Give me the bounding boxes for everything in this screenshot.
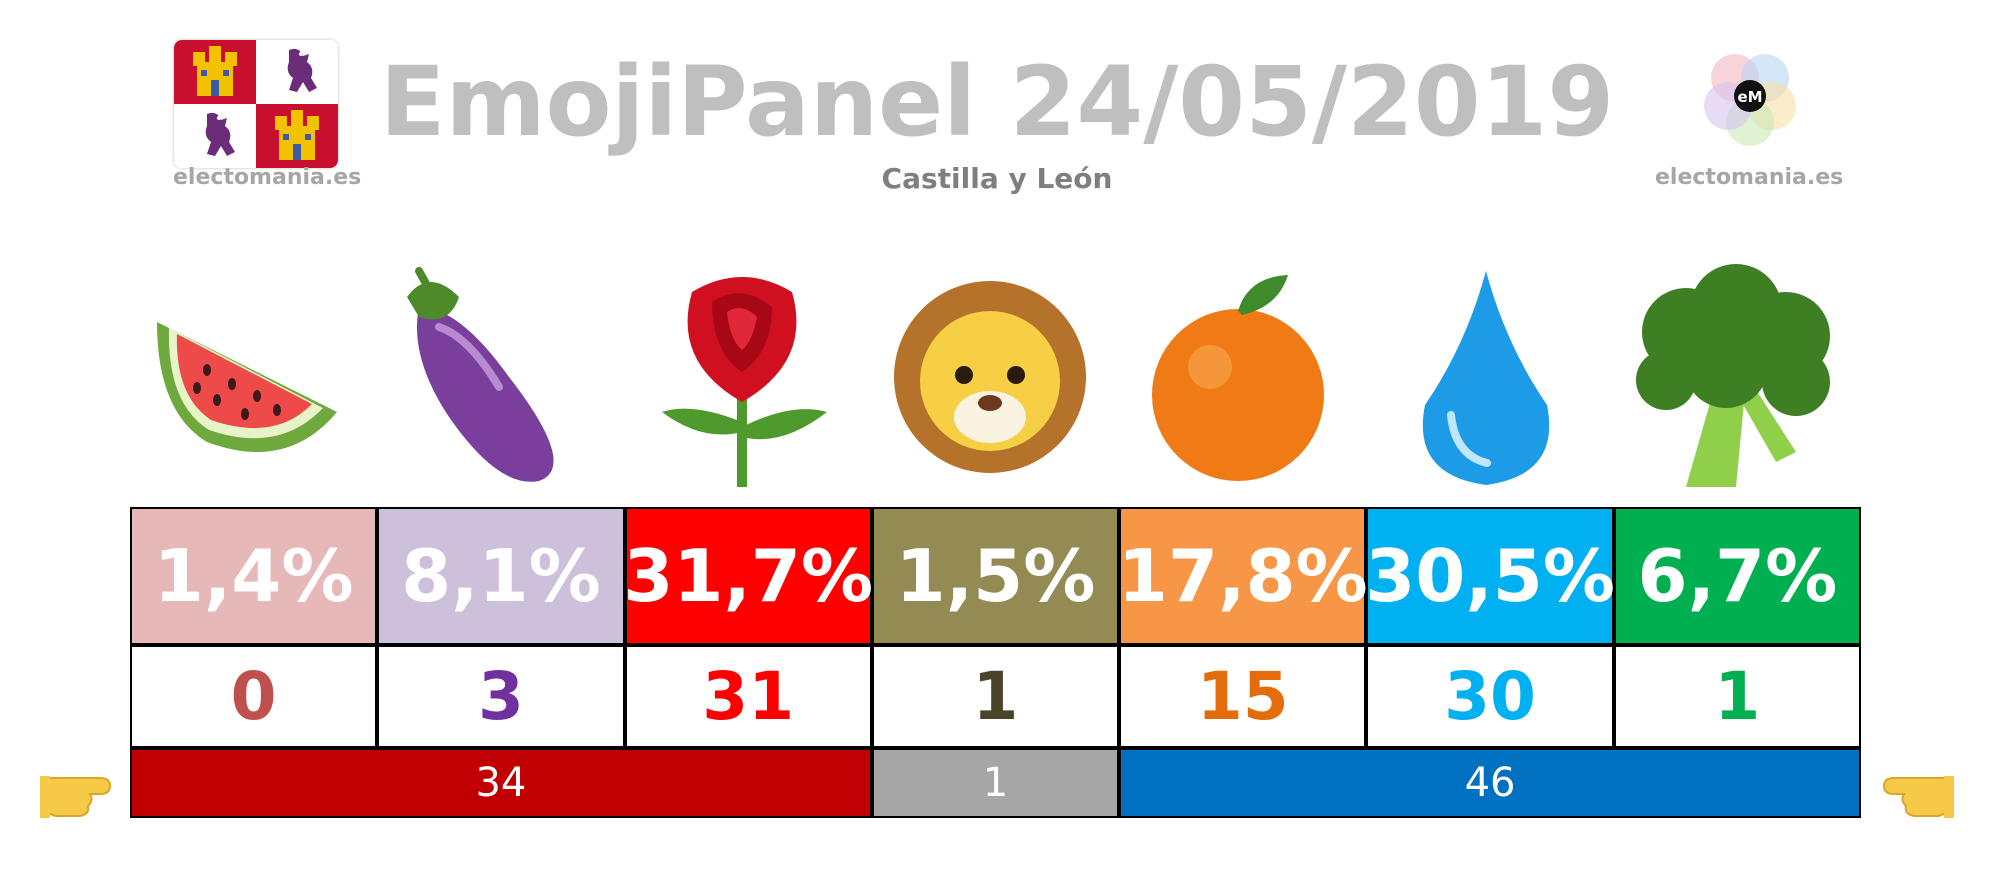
castilla-y-leon-flag-icon xyxy=(174,40,338,168)
castle-icon xyxy=(174,40,256,104)
electomania-logo-icon: eM xyxy=(1704,54,1796,146)
watermelon-icon xyxy=(137,262,357,492)
vote-percentage-cell: 1,4% xyxy=(130,507,378,645)
vote-percentage-cell: 1,5% xyxy=(871,507,1120,645)
eggplant-icon xyxy=(384,262,604,492)
pointing-left-hand-icon xyxy=(1882,776,1954,818)
seats-cell: 1 xyxy=(1613,645,1861,748)
block-total-cell: 1 xyxy=(871,748,1120,818)
lion-rampant-icon xyxy=(256,40,338,104)
seats-cell: 0 xyxy=(130,645,378,748)
seats-cell: 30 xyxy=(1366,645,1614,748)
page-subtitle: Castilla y León xyxy=(881,162,1113,195)
lion-icon xyxy=(880,262,1100,492)
vote-percentage-cell: 8,1% xyxy=(377,507,625,645)
vote-percentage-cell: 6,7% xyxy=(1613,507,1862,645)
brand-left: electomania.es xyxy=(173,165,362,190)
droplet-icon xyxy=(1376,262,1596,492)
logo-text: eM xyxy=(1737,88,1762,106)
block-total-cell: 46 xyxy=(1119,748,1861,818)
seats-cell: 3 xyxy=(377,645,625,748)
broccoli-icon xyxy=(1623,262,1843,492)
castle-icon xyxy=(256,104,338,168)
vote-percentage-cell: 30,5% xyxy=(1365,507,1615,645)
seats-row: 0 3 31 1 15 30 1 xyxy=(130,645,1861,748)
brand-right: electomania.es xyxy=(1655,165,1844,190)
orange-icon xyxy=(1128,262,1348,492)
pointing-right-hand-icon xyxy=(40,776,112,818)
vote-percentage-row: 1,4% 8,1% 31,7% 1,5% 17,8% 30,5% 6,7% xyxy=(130,507,1862,645)
lion-rampant-icon xyxy=(174,104,256,168)
rose-icon xyxy=(632,262,852,492)
seats-cell: 31 xyxy=(624,645,872,748)
blocks-row: 34 1 46 xyxy=(130,748,1861,818)
vote-percentage-cell: 17,8% xyxy=(1118,507,1368,645)
seats-cell: 1 xyxy=(871,645,1120,748)
page-title: EmojiPanel 24/05/2019 xyxy=(379,46,1615,158)
block-total-cell: 34 xyxy=(130,748,872,818)
seats-cell: 15 xyxy=(1119,645,1367,748)
vote-percentage-cell: 31,7% xyxy=(623,507,873,645)
